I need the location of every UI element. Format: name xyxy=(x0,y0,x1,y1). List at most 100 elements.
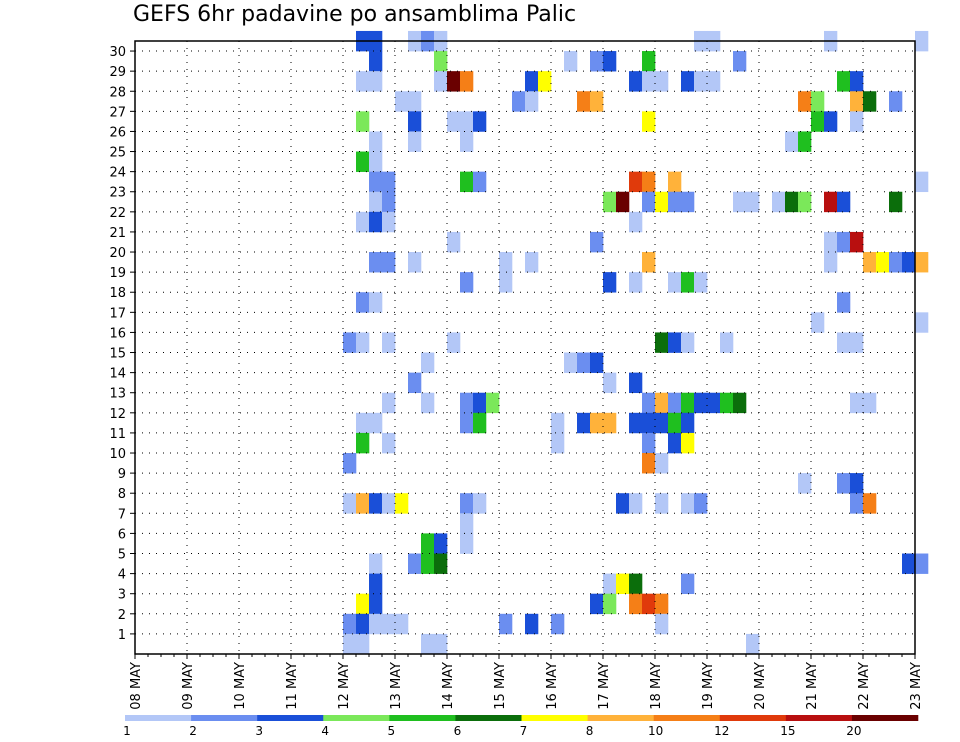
heatmap-cell xyxy=(694,493,708,514)
colorbar-label: 5 xyxy=(388,724,396,738)
colorbar-swatch xyxy=(719,715,787,721)
heatmap-cell xyxy=(369,493,383,514)
heatmap-cell xyxy=(655,412,669,434)
y-tick-label: 21 xyxy=(109,226,126,241)
heatmap-cell xyxy=(460,513,474,534)
heatmap-cell xyxy=(460,493,474,514)
heatmap-cell xyxy=(369,593,383,615)
heatmap-cell xyxy=(369,573,383,595)
heatmap-cell xyxy=(343,453,357,474)
heatmap-cell xyxy=(369,292,383,313)
heatmap-cell xyxy=(369,613,383,635)
heatmap-cell xyxy=(811,111,825,132)
heatmap-cell xyxy=(616,191,630,213)
heatmap-cell xyxy=(655,71,669,92)
heatmap-cell xyxy=(369,171,383,193)
heatmap-cell xyxy=(356,211,370,233)
heatmap-cell xyxy=(369,151,383,172)
heatmap-cell xyxy=(655,493,669,514)
heatmap-cell xyxy=(603,372,617,394)
heatmap-cell xyxy=(382,392,396,414)
heatmap-cell xyxy=(473,392,487,414)
heatmap-cell xyxy=(382,432,396,454)
y-tick-label: 14 xyxy=(109,367,126,382)
heatmap-cell xyxy=(525,252,539,273)
y-tick-label: 9 xyxy=(118,467,126,482)
heatmap-cell xyxy=(824,191,838,213)
heatmap-cell xyxy=(434,71,448,92)
heatmap-cell xyxy=(850,473,864,494)
heatmap-cell xyxy=(850,332,864,353)
heatmap-cell xyxy=(356,111,370,132)
heatmap-cell xyxy=(434,51,448,72)
heatmap-cell xyxy=(837,231,851,253)
y-tick-label: 29 xyxy=(109,65,126,80)
heatmap-cell xyxy=(824,252,838,273)
x-tick-label: 11 MAY xyxy=(285,662,300,710)
heatmap-cell xyxy=(473,412,487,434)
heatmap-cell xyxy=(473,171,487,193)
x-tick-label: 16 MAY xyxy=(545,662,560,710)
heatmap-cell xyxy=(720,392,734,414)
heatmap-cell xyxy=(642,432,656,454)
y-tick-label: 5 xyxy=(118,548,126,563)
y-tick-label: 25 xyxy=(109,146,126,161)
heatmap-cell xyxy=(629,493,643,514)
heatmap-cell xyxy=(551,432,565,454)
heatmap-cell xyxy=(798,91,812,112)
heatmap-cell xyxy=(408,91,422,112)
heatmap-cell xyxy=(447,332,461,353)
heatmap-cell xyxy=(590,593,604,615)
heatmap-cell xyxy=(668,392,682,414)
x-tick-label: 13 MAY xyxy=(389,662,404,710)
heatmap-cell xyxy=(603,51,617,72)
heatmap-cell xyxy=(642,412,656,434)
heatmap-cell xyxy=(460,412,474,434)
colorbar-swatch xyxy=(851,715,919,721)
heatmap-cell xyxy=(408,553,422,574)
heatmap-cell xyxy=(798,473,812,494)
y-tick-label: 12 xyxy=(109,407,126,422)
x-tick-label: 23 MAY xyxy=(909,662,924,710)
heatmap-cell xyxy=(408,252,422,273)
heatmap-cell xyxy=(668,171,682,193)
heatmap-cell xyxy=(850,231,864,253)
heatmap-cell xyxy=(642,111,656,132)
heatmap-cell xyxy=(603,593,617,615)
heatmap-cell xyxy=(382,493,396,514)
heatmap-cell xyxy=(668,332,682,353)
heatmap-cell xyxy=(525,71,539,92)
heatmap-cell xyxy=(564,352,578,373)
colorbar-swatch xyxy=(257,715,324,721)
heatmap-cell xyxy=(694,71,708,92)
heatmap-cell xyxy=(434,553,448,574)
heatmap-cell xyxy=(356,412,370,434)
heatmap-cell xyxy=(356,593,370,615)
y-tick-label: 11 xyxy=(109,427,126,442)
heatmap-cell xyxy=(837,71,851,92)
heatmap-cell xyxy=(590,51,604,72)
heatmap-cell xyxy=(356,633,370,655)
heatmap-cell xyxy=(642,593,656,615)
heatmap-cell xyxy=(369,131,383,152)
heatmap-cell xyxy=(356,71,370,92)
heatmap-cell xyxy=(681,71,695,92)
heatmap-cell xyxy=(681,573,695,595)
heatmap-cell xyxy=(343,613,357,635)
heatmap-cell xyxy=(668,432,682,454)
heatmap-cell xyxy=(343,633,357,655)
colorbar-label: 15 xyxy=(780,724,795,738)
heatmap-cell xyxy=(382,252,396,273)
x-tick-label: 10 MAY xyxy=(233,662,248,710)
heatmap-cell xyxy=(681,392,695,414)
heatmap-cell xyxy=(876,252,890,273)
heatmap-cell xyxy=(837,191,851,213)
colorbar-swatch xyxy=(521,715,588,721)
x-tick-label: 22 MAY xyxy=(857,662,872,710)
y-tick-label: 23 xyxy=(109,186,126,201)
heatmap-cell xyxy=(434,533,448,554)
heatmap-cell xyxy=(720,332,734,353)
heatmap-cell xyxy=(460,111,474,132)
heatmap-cell xyxy=(551,613,565,635)
